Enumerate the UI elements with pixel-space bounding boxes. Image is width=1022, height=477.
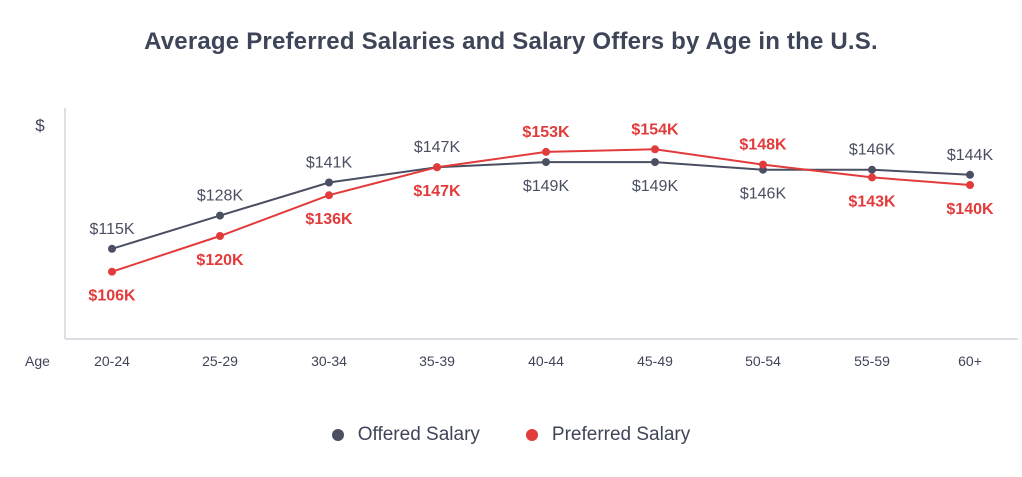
x-tick-label: 50-54 [745, 353, 781, 369]
offered-salary-data-label: $149K [632, 178, 679, 195]
offered-salary-data-label: $141K [306, 155, 353, 172]
x-tick-label: 60+ [958, 353, 982, 369]
preferred-salary-data-label: $120K [196, 252, 244, 269]
offered-salary-point [868, 165, 876, 174]
preferred-salary-point [325, 191, 333, 200]
offered-salary-point [325, 178, 333, 187]
offered-salary-data-label: $147K [414, 139, 461, 156]
preferred-salary-point [216, 232, 224, 240]
x-tick-label: 45-49 [637, 353, 673, 369]
preferred-salary-data-label: $154K [631, 121, 679, 138]
preferred-salary-data-label: $147K [413, 183, 461, 200]
x-tick-label: 40-44 [528, 353, 564, 369]
offered-salary-data-label: $149K [523, 178, 570, 195]
offered-salary-point [651, 158, 659, 167]
preferred-salary-data-label: $136K [305, 211, 353, 228]
legend-label-offered: Offered Salary [357, 424, 480, 445]
offered-salary-data-label: $146K [849, 142, 896, 159]
preferred-salary-data-label: $148K [739, 137, 787, 154]
y-axis-label: $ [35, 116, 45, 135]
offered-salary-line [111, 161, 971, 250]
offered-salary-point [542, 158, 550, 167]
preferred-salary-data-label: $153K [522, 124, 570, 141]
offered-salary-data-label: $128K [197, 188, 244, 205]
offered-salary-point [966, 170, 974, 179]
x-tick-label: 25-29 [202, 353, 238, 369]
legend-label-preferred: Preferred Salary [551, 424, 691, 445]
offered-salary-data-label: $146K [740, 186, 787, 203]
x-tick-label: 20-24 [94, 353, 130, 369]
legend-swatch-preferred [525, 429, 538, 441]
preferred-salary-point [966, 181, 974, 189]
x-tick-label: 35-39 [419, 353, 455, 369]
legend-swatch-offered [331, 429, 344, 441]
preferred-salary-point [542, 147, 550, 156]
offered-salary-point [216, 211, 224, 220]
x-tick-label: 30-34 [311, 353, 347, 369]
preferred-salary-data-label: $140K [946, 201, 994, 218]
preferred-salary-data-label: $143K [848, 193, 896, 210]
preferred-salary-point [108, 267, 116, 276]
preferred-salary-point [651, 145, 659, 154]
legend-item-offered[interactable]: Offered Salary [331, 424, 480, 446]
chart-title: Average Preferred Salaries and Salary Of… [144, 28, 878, 55]
preferred-salary-point [433, 163, 441, 172]
legend-item-preferred[interactable]: Preferred Salary [525, 424, 691, 446]
x-tick-label: 55-59 [854, 353, 890, 369]
preferred-salary-point [759, 160, 767, 169]
x-axis-label: Age [25, 353, 50, 369]
preferred-salary-point [868, 173, 876, 182]
legend: Offered Salary Preferred Salary [0, 424, 1022, 446]
preferred-salary-data-label: $106K [88, 288, 136, 305]
offered-salary-point [108, 244, 116, 253]
offered-salary-data-label: $144K [947, 147, 994, 164]
offered-salary-data-label: $115K [89, 221, 134, 238]
